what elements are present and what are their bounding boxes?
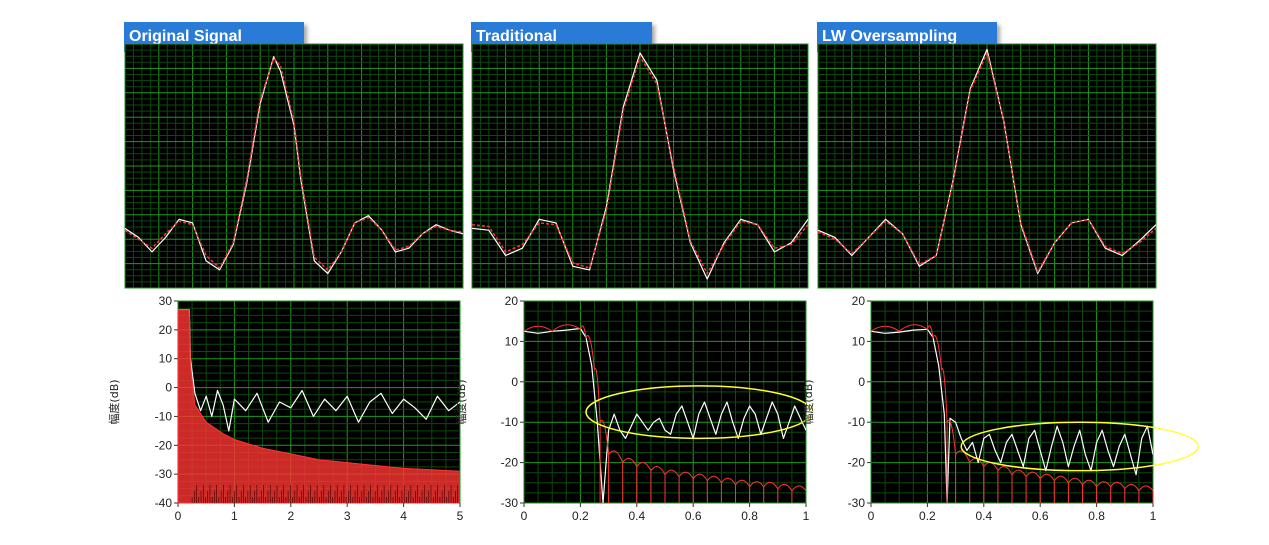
series-reference (818, 52, 1156, 273)
y-tick-label: -10 (155, 409, 173, 423)
y-tick-label: -30 (848, 496, 866, 510)
y-tick-label: -30 (501, 496, 519, 510)
x-tick-label: 1 (231, 509, 238, 523)
chart-panel-1 (471, 43, 809, 289)
y-tick-label: -30 (155, 467, 173, 481)
x-tick-label: 0.6 (685, 509, 702, 523)
x-tick-label: 5 (457, 509, 464, 523)
y-tick-label: 0 (165, 381, 172, 395)
x-tick-label: 2 (287, 509, 294, 523)
y-tick-label: 0 (858, 375, 865, 389)
chart-panel-3: 0 1 2 3 4 5 -40 -30 -20 -10 0 10 20 30 幅度(dB) (107, 294, 464, 523)
chart-panel-0 (124, 43, 464, 289)
y-tick-label: -20 (155, 438, 173, 452)
y-tick-label: 0 (511, 375, 518, 389)
highlight-ellipse (585, 385, 813, 440)
x-tick-label: 3 (344, 509, 351, 523)
x-tick-label: 0.4 (628, 509, 645, 523)
y-tick-label: -10 (848, 415, 866, 429)
series-signal (178, 309, 460, 432)
highlight-ellipse (960, 421, 1199, 472)
y-tick-label: 20 (159, 323, 173, 337)
x-tick-label: 0.8 (741, 509, 758, 523)
series-reference-fill (178, 309, 460, 503)
x-tick-label: 1 (803, 509, 810, 523)
y-tick-label: -40 (155, 496, 173, 510)
x-tick-label: 0.2 (572, 509, 589, 523)
y-tick-label: 20 (852, 294, 866, 308)
series-signal (524, 327, 806, 503)
x-tick-label: 0.2 (919, 509, 936, 523)
x-tick-label: 1 (1150, 509, 1157, 523)
x-tick-label: 0.6 (1032, 509, 1049, 523)
series-reference (524, 324, 806, 503)
y-axis-label: 幅度(dB) (107, 379, 121, 424)
y-tick-label: -20 (501, 456, 519, 470)
x-tick-label: 0 (868, 509, 875, 523)
y-tick-label: 10 (505, 334, 519, 348)
series-reference (472, 55, 808, 275)
y-axis-label: 幅度(dB) (454, 379, 468, 424)
y-tick-label: 10 (852, 334, 866, 348)
y-tick-label: -20 (848, 456, 866, 470)
chart-panel-2 (817, 43, 1157, 289)
x-tick-label: 0.8 (1088, 509, 1105, 523)
series-reference (871, 324, 1153, 503)
y-tick-label: 10 (159, 352, 173, 366)
series-reference (125, 57, 463, 271)
series-signal (871, 328, 1153, 503)
chart-panel-5: 0 0.2 0.4 0.6 0.8 1 -30 -20 -10 0 10 20 幅度(dB) (801, 294, 1199, 523)
x-tick-label: 0.4 (975, 509, 992, 523)
y-tick-label: 20 (505, 294, 519, 308)
y-tick-label: -10 (501, 415, 519, 429)
x-tick-label: 4 (400, 509, 407, 523)
series-signal (472, 52, 808, 280)
x-tick-label: 0 (175, 509, 182, 523)
y-axis-label: 幅度(dB) (801, 379, 815, 424)
chart-panel-4: 0 0.2 0.4 0.6 0.8 1 -30 -20 -10 0 10 20 幅度(dB) (454, 294, 813, 523)
y-tick-label: 30 (159, 294, 173, 308)
x-tick-label: 0 (521, 509, 528, 523)
